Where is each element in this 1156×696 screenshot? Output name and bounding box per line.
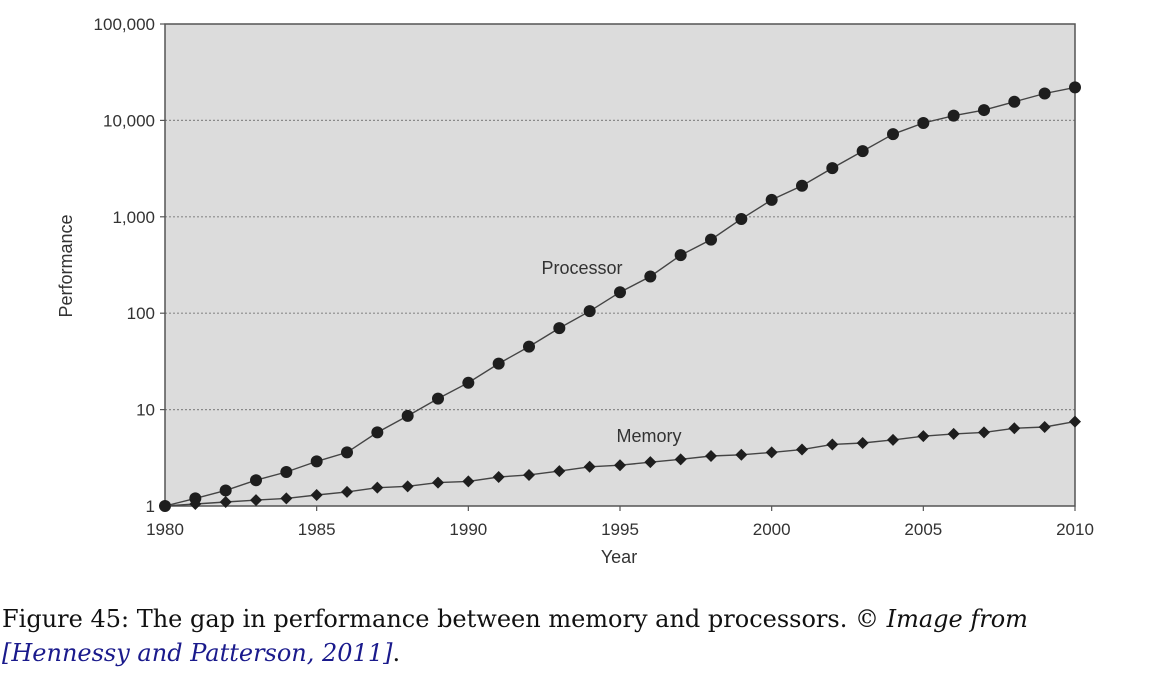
memory-point — [523, 468, 535, 481]
memory-point — [735, 448, 748, 461]
memory-point — [644, 456, 657, 469]
memory-point — [341, 485, 353, 498]
processor-point — [1069, 81, 1081, 94]
processor-point — [978, 104, 990, 117]
figure-caption: Figure 45: The gap in performance betwee… — [2, 602, 1152, 670]
processor-point — [280, 466, 293, 479]
processor-point — [310, 455, 323, 468]
x-tick-label: 2000 — [753, 520, 791, 539]
x-axis-title: Year — [601, 547, 637, 567]
processor-point — [432, 392, 444, 405]
memory-point — [492, 470, 505, 483]
memory-point — [917, 430, 930, 443]
memory-point — [371, 481, 384, 494]
memory-point — [583, 460, 596, 473]
processor-point — [644, 270, 657, 283]
processor-point — [947, 109, 960, 122]
y-tick-label: 10,000 — [103, 111, 155, 130]
processor-point — [401, 409, 414, 422]
processor-point — [462, 376, 475, 389]
processor-point — [614, 286, 626, 299]
processor-point — [917, 116, 930, 129]
series-layer — [159, 81, 1081, 512]
caption-italic: Image from — [886, 605, 1028, 633]
memory-point — [796, 443, 808, 456]
y-tick-label: 1 — [146, 497, 155, 516]
memory-point — [189, 497, 202, 510]
processor-point — [492, 357, 505, 370]
memory-point — [978, 426, 990, 439]
y-tick-label: 100 — [127, 304, 155, 323]
processor-point — [674, 249, 687, 262]
memory-point — [947, 427, 960, 440]
memory-point — [705, 450, 717, 463]
caption-reference-link[interactable]: [Hennessy and Patterson, 2011] — [2, 639, 393, 667]
memory-point — [280, 492, 293, 505]
memory-point — [765, 446, 778, 459]
x-tick-label: 1995 — [601, 520, 639, 539]
processor-point — [887, 128, 899, 141]
memory-point — [674, 453, 687, 466]
memory-point — [887, 433, 899, 446]
memory-point — [401, 480, 414, 493]
processor-point — [735, 212, 748, 225]
processor-point — [371, 426, 384, 439]
x-tick-label: 2010 — [1056, 520, 1094, 539]
processor-point — [1008, 95, 1021, 108]
y-axis-title: Performance — [56, 214, 76, 317]
processor-point — [1038, 87, 1051, 100]
processor-point — [826, 162, 839, 175]
processor-point — [856, 145, 869, 158]
performance-chart: 1980 1985 1990 1995 2000 2005 2010 1 10 100 1,000… — [56, 15, 1094, 567]
memory-point — [432, 476, 444, 489]
series-label-processor: Processor — [541, 258, 622, 278]
memory-point — [1038, 420, 1051, 433]
y-tick-label: 10 — [136, 401, 155, 420]
processor-point — [553, 322, 566, 335]
x-tick-label: 1980 — [146, 520, 184, 539]
y-tick-label: 100,000 — [94, 15, 155, 34]
series-label-memory: Memory — [616, 426, 681, 446]
memory-point — [1008, 422, 1021, 435]
x-tick-label: 1985 — [298, 520, 336, 539]
memory-point — [310, 489, 323, 502]
memory-point — [856, 437, 869, 450]
processor-point — [705, 233, 717, 246]
processor-point — [796, 179, 808, 192]
processor-point — [583, 305, 596, 318]
memory-point — [826, 438, 839, 451]
memory-point — [1069, 415, 1081, 428]
x-tick-label: 1990 — [449, 520, 487, 539]
x-axis-ticks: 1980 1985 1990 1995 2000 2005 2010 — [146, 506, 1094, 539]
memory-point — [159, 500, 171, 512]
processor-point — [341, 446, 353, 459]
memory-point — [553, 465, 566, 478]
y-tick-label: 1,000 — [112, 208, 155, 227]
memory-point — [614, 459, 626, 472]
processor-point — [523, 340, 535, 353]
caption-suffix: . — [392, 639, 401, 667]
x-tick-label: 2005 — [904, 520, 942, 539]
processor-point — [250, 474, 262, 487]
plot-area — [165, 24, 1075, 506]
caption-prefix: Figure 45: The gap in performance betwee… — [2, 605, 879, 633]
processor-point — [765, 193, 778, 206]
memory-point — [219, 496, 232, 509]
memory-point — [462, 475, 475, 488]
y-axis-ticks: 1 10 100 1,000 10,000 100,000 — [94, 15, 165, 516]
memory-point — [250, 494, 262, 507]
processor-point — [219, 484, 232, 497]
